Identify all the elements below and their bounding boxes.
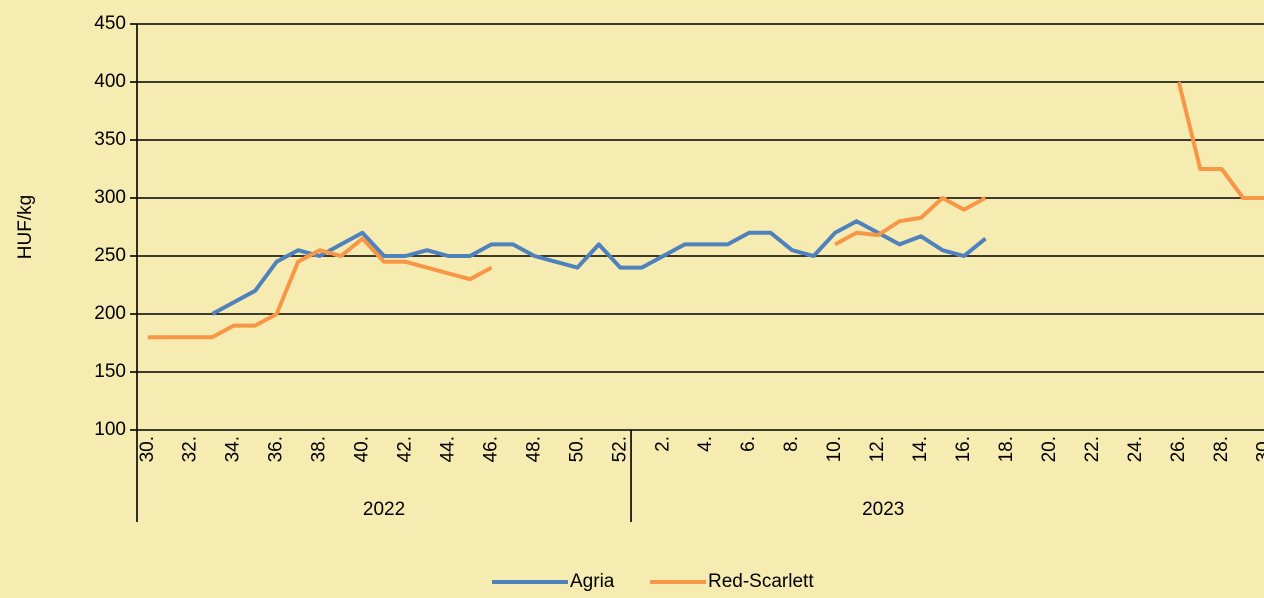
- y-tick-label: 200: [94, 303, 126, 324]
- x-tick-label: 22.: [1082, 436, 1103, 462]
- group-label: 2022: [363, 499, 405, 520]
- x-tick-label: 14.: [910, 436, 931, 462]
- legend-label: Red-Scarlett: [708, 571, 814, 592]
- x-tick-label: 28.: [1211, 436, 1232, 462]
- x-tick-label: 38.: [309, 436, 330, 462]
- x-tick-label: 12.: [867, 436, 888, 462]
- series-line: [211, 219, 987, 316]
- x-tick-label: 50.: [566, 436, 587, 462]
- y-tick-label: 400: [94, 71, 126, 92]
- x-tick-label: 4.: [695, 436, 716, 452]
- x-tick-label: 26.: [1168, 436, 1189, 462]
- y-tick-label: 450: [94, 13, 126, 34]
- series-line: [147, 81, 1264, 340]
- y-axis-title: HUF/kg: [15, 195, 36, 259]
- x-tick-label: 16.: [953, 436, 974, 462]
- x-tick-label: 44.: [437, 436, 458, 462]
- x-tick-label: 42.: [395, 436, 416, 462]
- x-tick-label: 20.: [1039, 436, 1060, 462]
- y-tick-label: 100: [94, 419, 126, 440]
- legend-label: Agria: [570, 571, 615, 592]
- x-tick-label: 18.: [996, 436, 1017, 462]
- x-tick-label: 6.: [738, 436, 759, 452]
- x-tick-label: 46.: [480, 436, 501, 462]
- x-tick-label: 30.: [137, 436, 158, 462]
- x-tick-label: 30.: [1254, 436, 1264, 462]
- x-tick-label: 48.: [523, 436, 544, 462]
- x-tick-label: 40.: [352, 436, 373, 462]
- x-tick-label: 10.: [824, 436, 845, 462]
- group-label: 2023: [862, 499, 904, 520]
- x-tick-label: 8.: [781, 436, 802, 452]
- x-tick-label: 52.: [609, 436, 630, 462]
- y-tick-label: 250: [94, 245, 126, 266]
- y-tick-label: 300: [94, 187, 126, 208]
- y-tick-label: 150: [94, 361, 126, 382]
- x-tick-label: 2.: [652, 436, 673, 452]
- y-tick-label: 350: [94, 129, 126, 150]
- x-tick-label: 32.: [180, 436, 201, 462]
- x-tick-label: 36.: [266, 436, 287, 462]
- x-tick-label: 24.: [1125, 436, 1146, 462]
- x-tick-label: 34.: [223, 436, 244, 462]
